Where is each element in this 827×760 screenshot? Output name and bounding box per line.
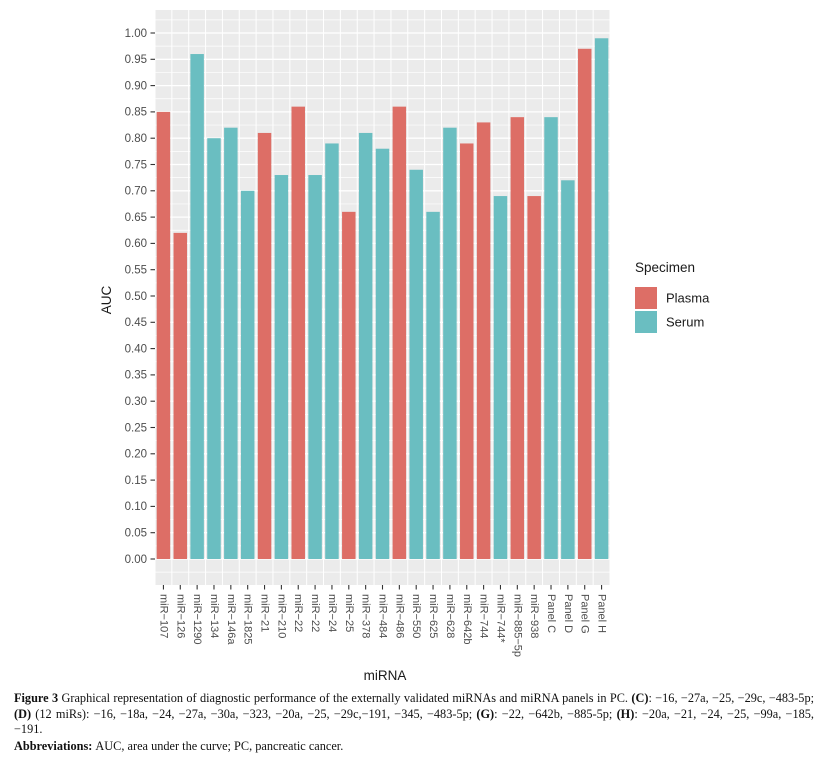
x-tick-label: miR−744* — [494, 594, 506, 643]
x-tick-label: miR−134 — [208, 594, 220, 638]
bar-miR−744 — [476, 122, 491, 560]
x-tick-label: miR−126 — [174, 594, 186, 638]
x-tick-label: miR−885−5p — [511, 594, 523, 657]
bar-Panel H — [594, 38, 609, 559]
x-tick-label: Panel D — [562, 594, 574, 633]
bar-miR−628 — [443, 127, 457, 560]
x-tick-label: Panel H — [596, 594, 608, 633]
x-tick-label: miR−107 — [157, 594, 169, 638]
y-tick-label: 0.95 — [125, 54, 147, 66]
legend-swatch-serum — [635, 311, 657, 333]
bar-miR−22 — [308, 175, 322, 559]
y-tick-label: 0.85 — [125, 107, 147, 119]
caption-line-abbreviations: Abbreviations: AUC, area under the curve… — [14, 738, 344, 753]
bar-miR−25 — [342, 211, 356, 559]
caption-line-main: Figure 3 Graphical representation of dia… — [14, 691, 815, 737]
x-tick-label: Panel G — [579, 594, 591, 634]
legend-label-plasma: Plasma — [666, 291, 710, 306]
y-tick-label: 0.60 — [125, 238, 147, 250]
x-tick-label: miR−21 — [259, 594, 271, 632]
y-tick-label: 0.70 — [125, 186, 147, 198]
legend: Specimen Plasma Serum — [635, 260, 710, 333]
y-tick-label: 0.20 — [125, 449, 147, 461]
y-tick-label: 0.80 — [125, 133, 147, 145]
legend-title: Specimen — [635, 260, 695, 275]
bar-miR−642b — [460, 143, 474, 559]
x-tick-label: miR−1290 — [191, 594, 203, 644]
y-tick-label: 0.50 — [125, 291, 147, 303]
bar-miR−744* — [493, 196, 508, 559]
legend-label-serum: Serum — [666, 315, 704, 330]
y-tick-label: 0.35 — [125, 370, 147, 382]
figure-caption: Figure 3 Graphical representation of dia… — [14, 691, 814, 755]
y-tick-label: 0.65 — [125, 212, 147, 224]
bar-miR−210 — [274, 175, 289, 559]
bar-Panel G — [577, 48, 592, 559]
legend-swatch-plasma — [635, 287, 657, 309]
x-tick-label: Panel C — [545, 594, 557, 633]
y-axis-title: AUC — [99, 286, 114, 315]
x-tick-label: miR−628 — [444, 594, 456, 638]
x-tick-label: miR−210 — [275, 594, 287, 638]
bar-miR−107 — [156, 111, 171, 560]
plot-panel: miR−107 miR−126 miR−1290 miR−134 miR−146a miR… — [125, 10, 611, 657]
x-tick-label: miR−642b — [461, 594, 473, 644]
y-tick-label: 0.00 — [125, 554, 147, 566]
y-tick-label: 0.30 — [125, 396, 147, 408]
x-tick-label: miR−378 — [360, 594, 372, 638]
y-tick-label: 1.00 — [125, 28, 147, 40]
bar-miR−378 — [358, 132, 373, 559]
bar-miR−486 — [392, 106, 407, 559]
y-tick-label: 0.40 — [125, 343, 147, 355]
bar-miR−1290 — [190, 54, 204, 559]
x-tick-label: miR−24 — [326, 594, 338, 632]
bar-miR−134 — [207, 138, 221, 559]
bar-miR−885−5p — [510, 117, 525, 559]
bar-miR−146a — [224, 127, 238, 560]
x-tick-label: miR−22 — [292, 594, 304, 632]
bar-Panel D — [561, 180, 575, 559]
bar-miR−21 — [257, 132, 272, 559]
y-tick-label: 0.90 — [125, 80, 147, 92]
x-tick-label: miR−744 — [478, 594, 490, 638]
bar-miR−24 — [325, 143, 339, 559]
y-tick-label: 0.55 — [125, 265, 147, 277]
x-tick-label: miR−486 — [393, 594, 405, 638]
x-tick-label: miR−550 — [410, 594, 422, 638]
y-tick-label: 0.15 — [125, 475, 147, 487]
x-tick-label: miR−625 — [427, 594, 439, 638]
x-tick-label: miR−22 — [309, 594, 321, 632]
auc-bar-chart: miR−107 miR−126 miR−1290 miR−134 miR−146a miR… — [99, 10, 710, 683]
bar-miR−938 — [527, 196, 541, 559]
x-tick-label: miR−25 — [343, 594, 355, 632]
bar-miR−550 — [409, 169, 423, 559]
x-axis-title: miRNA — [364, 668, 407, 683]
bar-miR−1825 — [240, 190, 255, 560]
x-tick-label: miR−146a — [225, 594, 237, 645]
x-tick-label: miR−484 — [377, 594, 389, 638]
y-tick-label: 0.05 — [125, 528, 147, 540]
bar-Panel C — [544, 117, 558, 559]
y-tick-label: 0.10 — [125, 501, 147, 513]
bar-miR−625 — [426, 211, 440, 559]
y-tick-label: 0.75 — [125, 159, 147, 171]
y-tick-label: 0.45 — [125, 317, 147, 329]
y-tick-label: 0.25 — [125, 422, 147, 434]
bar-miR−484 — [375, 148, 390, 559]
x-tick-label: miR−938 — [528, 594, 540, 638]
x-tick-label: miR−1825 — [242, 594, 254, 644]
bar-miR−126 — [173, 232, 188, 559]
bar-miR−22 — [291, 106, 305, 559]
